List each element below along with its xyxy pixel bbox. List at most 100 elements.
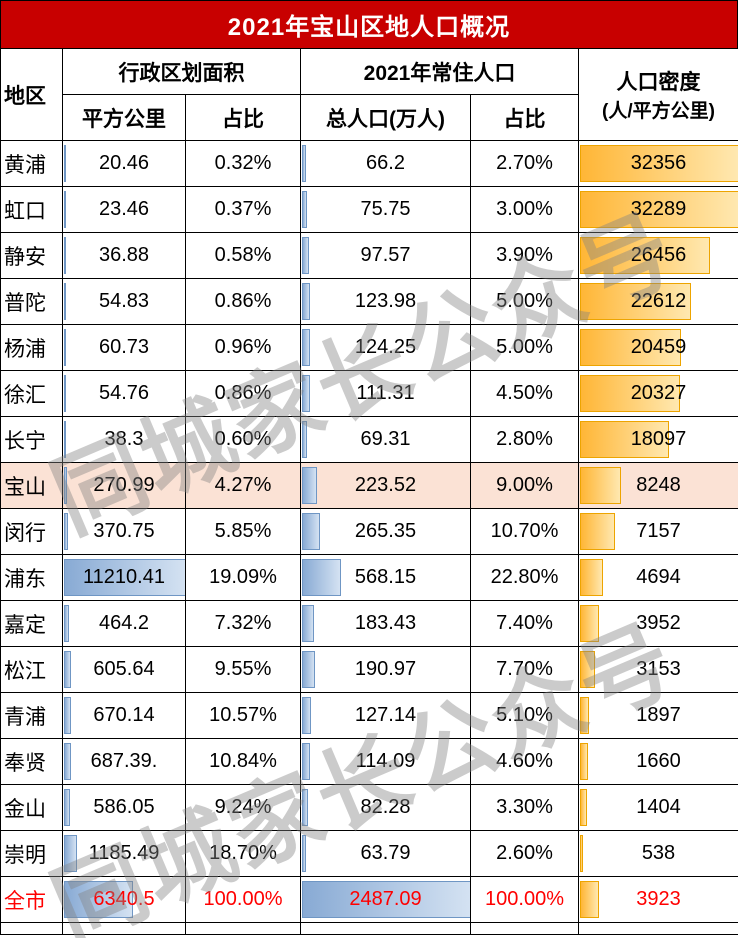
district-name: 杨浦 xyxy=(0,324,63,371)
table-row: 虹口 23.46 0.37% 75.75 3.00% 32289 xyxy=(0,186,738,233)
area-pct-value: 18.70% xyxy=(209,842,277,864)
pop-cell: 190.97 xyxy=(300,646,471,693)
table-row: 静安 36.88 0.58% 97.57 3.90% 26456 xyxy=(0,232,738,279)
density-value: 3153 xyxy=(636,658,681,680)
pop-pct-cell: 3.90% xyxy=(470,232,579,279)
pop-value: 124.25 xyxy=(354,336,417,358)
area-data-bar xyxy=(64,605,70,642)
pop-value: 223.52 xyxy=(354,474,417,496)
density-value: 1897 xyxy=(636,704,681,726)
area-value: 23.46 xyxy=(98,198,150,220)
pop-pct-cell: 3.00% xyxy=(470,186,579,233)
density-data-bar xyxy=(580,237,710,274)
pop-value: 75.75 xyxy=(360,198,411,220)
population-table: 地区 行政区划面积 2021年常住人口 人口密度 (人/平方公里) 平方公里 占… xyxy=(0,48,738,935)
area-pct-cell: 0.37% xyxy=(185,186,301,233)
pop-data-bar xyxy=(302,605,315,642)
density-cell: 8248 xyxy=(578,462,738,509)
density-value: 7157 xyxy=(636,520,681,542)
area-pct-cell: 0.86% xyxy=(185,278,301,325)
density-cell: 18097 xyxy=(578,416,738,463)
table-body: 黄浦 20.46 0.32% 66.2 2.70% 32356 虹口 23.46… xyxy=(0,140,738,935)
pop-data-bar xyxy=(302,191,308,228)
pop-pct-value: 2.70% xyxy=(496,152,553,174)
pop-data-bar xyxy=(302,329,311,366)
table-row: 长宁 38.3 0.60% 69.31 2.80% 18097 xyxy=(0,416,738,463)
area-cell: 687.39. xyxy=(62,738,186,785)
district-name: 金山 xyxy=(0,784,63,831)
pop-cell: 183.43 xyxy=(300,600,471,647)
density-data-bar xyxy=(580,513,616,550)
area-data-bar xyxy=(64,329,66,366)
density-cell: 22612 xyxy=(578,278,738,325)
pop-cell: 82.28 xyxy=(300,784,471,831)
pop-value: 568.15 xyxy=(354,566,417,588)
area-cell: 54.76 xyxy=(62,370,186,417)
pop-value: 97.57 xyxy=(360,244,411,266)
area-data-bar xyxy=(64,789,71,826)
area-cell: 270.99 xyxy=(62,462,186,509)
pop-pct-cell: 2.80% xyxy=(470,416,579,463)
table-row: 全市 6340.5 100.00% 2487.09 100.00% 3923 xyxy=(0,876,738,923)
pop-pct-value: 5.10% xyxy=(496,704,553,726)
area-pct-value: 0.86% xyxy=(214,382,272,404)
density-value: 538 xyxy=(641,842,676,864)
area-pct-cell: 100.00% xyxy=(185,876,301,923)
area-pct-value: 0.58% xyxy=(214,244,272,266)
area-pct-cell: 0.32% xyxy=(185,140,301,187)
header-area-pct: 占比 xyxy=(185,94,301,141)
area-cell: 670.14 xyxy=(62,692,186,739)
area-cell: 36.88 xyxy=(62,232,186,279)
pop-value: 69.31 xyxy=(360,428,411,450)
density-value: 32289 xyxy=(630,198,687,220)
density-value: 20327 xyxy=(630,382,687,404)
header-pop-group: 2021年常住人口 xyxy=(300,48,579,95)
pop-data-bar xyxy=(302,513,321,550)
area-data-bar xyxy=(64,881,133,918)
table-row: 普陀 54.83 0.86% 123.98 5.00% 22612 xyxy=(0,278,738,325)
pop-pct-value: 4.50% xyxy=(496,382,553,404)
density-data-bar xyxy=(580,283,692,320)
area-data-bar xyxy=(64,191,66,228)
area-pct-value: 9.24% xyxy=(214,796,272,818)
area-pct-cell: 9.24% xyxy=(185,784,301,831)
density-value: 18097 xyxy=(630,428,687,450)
pop-data-bar xyxy=(302,835,307,872)
area-pct-value: 0.37% xyxy=(214,198,272,220)
area-value: 20.46 xyxy=(98,152,150,174)
density-cell: 3952 xyxy=(578,600,738,647)
area-data-bar xyxy=(64,467,67,504)
area-cell: 586.05 xyxy=(62,784,186,831)
pop-pct-value: 5.00% xyxy=(496,290,553,312)
district-name: 黄浦 xyxy=(0,140,63,187)
area-value: 54.83 xyxy=(98,290,150,312)
table-row: 松江 605.64 9.55% 190.97 7.70% 3153 xyxy=(0,646,738,693)
density-value: 8248 xyxy=(636,474,681,496)
header-area-sqkm: 平方公里 xyxy=(62,94,186,141)
district-name: 普陀 xyxy=(0,278,63,325)
district-name: 虹口 xyxy=(0,186,63,233)
pop-pct-cell: 5.00% xyxy=(470,278,579,325)
area-data-bar xyxy=(64,743,72,780)
density-data-bar xyxy=(580,329,681,366)
density-value: 1660 xyxy=(636,750,681,772)
area-cell: 464.2 xyxy=(62,600,186,647)
area-value: 270.99 xyxy=(93,474,155,496)
area-value: 11210.41 xyxy=(83,566,165,588)
pop-pct-value: 2.80% xyxy=(496,428,553,450)
district-name: 徐汇 xyxy=(0,370,63,417)
pop-pct-value: 100.00% xyxy=(485,888,564,910)
area-pct-cell: 0.58% xyxy=(185,232,301,279)
table-row: 崇明 1185.49 18.70% 63.79 2.60% 538 xyxy=(0,830,738,877)
table-row: 嘉定 464.2 7.32% 183.43 7.40% 3952 xyxy=(0,600,738,647)
pop-cell: 124.25 xyxy=(300,324,471,371)
pop-value: 114.09 xyxy=(355,750,416,772)
district-name: 浦东 xyxy=(0,554,63,601)
pop-pct-cell: 22.80% xyxy=(470,554,579,601)
area-cell: 23.46 xyxy=(62,186,186,233)
table-row: 黄浦 20.46 0.32% 66.2 2.70% 32356 xyxy=(0,140,738,187)
density-cell: 7157 xyxy=(578,508,738,555)
pop-pct-cell: 7.70% xyxy=(470,646,579,693)
area-pct-value: 19.09% xyxy=(209,566,277,588)
pop-pct-value: 2.60% xyxy=(496,842,553,864)
